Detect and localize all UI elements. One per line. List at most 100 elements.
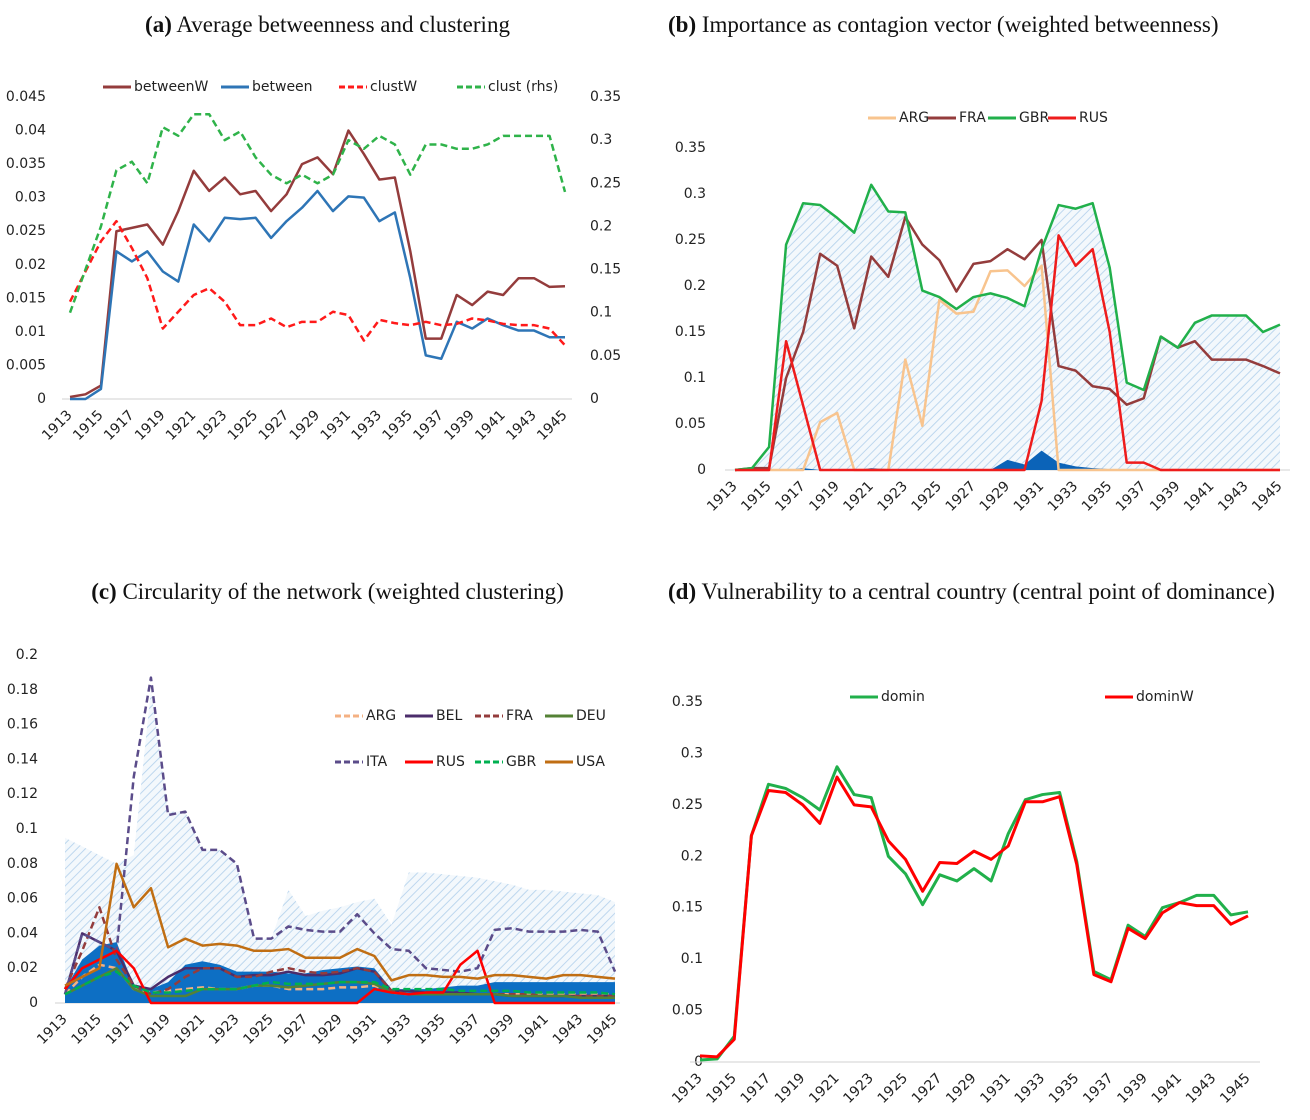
x-tick-label: 1933 xyxy=(349,407,386,444)
x-tick-label: 1945 xyxy=(534,407,571,444)
y-tick-label: 0.2 xyxy=(16,647,38,663)
y-tick-label: 0 xyxy=(697,462,706,478)
panel-label: (d) xyxy=(668,579,697,604)
y-tick-label: 0.12 xyxy=(7,786,38,802)
series-line xyxy=(735,234,1280,472)
x-tick-label: 1935 xyxy=(412,1011,449,1048)
x-tick-label: 1925 xyxy=(240,1011,277,1048)
y2-tick-label: 0.15 xyxy=(590,262,621,278)
y-tick-label: 0.15 xyxy=(672,900,703,916)
y-tick-label: 0.06 xyxy=(7,891,38,907)
legend-label: clustW xyxy=(370,79,417,95)
y-tick-label: 0.2 xyxy=(684,278,706,294)
x-tick-label: 1931 xyxy=(344,1011,381,1048)
x-tick-label: 1943 xyxy=(550,1011,587,1048)
x-tick-label: 1939 xyxy=(441,407,478,444)
legend-label: DEU xyxy=(576,708,606,724)
series-line xyxy=(70,189,565,401)
x-tick-label: 1923 xyxy=(206,1011,243,1048)
y-tick-label: 0.015 xyxy=(6,290,46,306)
y2-tick-label: 0.2 xyxy=(590,218,612,234)
x-tick-label: 1925 xyxy=(225,407,262,444)
legend-label: GBR xyxy=(506,754,536,770)
y-tick-label: 0.25 xyxy=(675,232,706,248)
legend-label: USA xyxy=(576,754,605,770)
y-tick-label: 0.1 xyxy=(681,951,703,967)
y2-tick-label: 0.3 xyxy=(590,132,612,148)
x-tick-label: 1935 xyxy=(379,407,416,444)
x-tick-label: 1939 xyxy=(1114,1070,1151,1107)
x-tick-label: 1923 xyxy=(874,478,911,515)
x-tick-label: 1917 xyxy=(101,407,138,444)
y-tick-label: 0.16 xyxy=(7,717,38,733)
area xyxy=(735,184,1280,471)
x-tick-label: 1939 xyxy=(481,1011,518,1048)
title-text: Vulnerability to a central country (cent… xyxy=(701,579,1275,604)
x-tick-label: 1939 xyxy=(1147,478,1184,515)
y-tick-label: 0.15 xyxy=(675,324,706,340)
x-tick-label: 1929 xyxy=(943,1070,980,1107)
legend-label: ARG xyxy=(366,708,396,724)
x-tick-label: 1943 xyxy=(503,407,540,444)
x-tick-label: 1931 xyxy=(318,407,355,444)
x-tick-label: 1935 xyxy=(1046,1070,1083,1107)
title-text: Average betweenness and clustering xyxy=(176,12,510,37)
x-tick-label: 1929 xyxy=(287,407,324,444)
y2-tick-label: 0 xyxy=(590,391,599,407)
y-tick-label: 0 xyxy=(37,391,46,407)
panel-label: (b) xyxy=(668,12,697,37)
y-tick-label: 0.35 xyxy=(675,140,706,156)
area xyxy=(65,689,615,1003)
x-tick-label: 1929 xyxy=(309,1011,346,1048)
y-tick-label: 0.04 xyxy=(7,925,38,941)
legend-label: ARG xyxy=(899,110,929,126)
y-tick-label: 0.03 xyxy=(15,190,46,206)
legend-label: dominW xyxy=(1136,689,1194,705)
x-tick-label: 1943 xyxy=(1215,478,1252,515)
series-line xyxy=(64,949,615,1005)
legend-label: BEL xyxy=(436,708,462,724)
x-tick-label: 1915 xyxy=(69,1011,106,1048)
series-line xyxy=(64,970,616,996)
y-tick-label: 0.2 xyxy=(681,848,703,864)
x-tick-label: 1913 xyxy=(39,407,76,444)
x-tick-label: 1941 xyxy=(1181,478,1218,515)
y2-tick-label: 0.1 xyxy=(590,305,612,321)
y2-tick-label: 0.05 xyxy=(590,348,621,364)
x-tick-label: 1915 xyxy=(70,407,107,444)
legend-label: domin xyxy=(881,689,925,705)
y-tick-label: 0.14 xyxy=(7,751,38,767)
legend-label: RUS xyxy=(436,754,465,770)
legend-label: betweenW xyxy=(134,79,209,95)
x-tick-label: 1917 xyxy=(738,1070,775,1107)
series-line xyxy=(699,765,1249,1062)
series-line xyxy=(68,219,566,347)
x-tick-label: 1923 xyxy=(194,407,231,444)
series-line xyxy=(734,183,1281,472)
legend-label: between xyxy=(252,79,313,95)
legend-label: clust (rhs) xyxy=(488,79,558,95)
x-tick-label: 1921 xyxy=(163,407,200,444)
series-line xyxy=(68,113,567,314)
x-tick-label: 1937 xyxy=(447,1011,484,1048)
x-tick-label: 1937 xyxy=(410,407,447,444)
x-tick-label: 1931 xyxy=(977,1070,1014,1107)
chart-title: (d) Vulnerability to a central country (… xyxy=(668,575,1304,608)
y-tick-label: 0.3 xyxy=(681,745,703,761)
y-tick-label: 0.02 xyxy=(7,960,38,976)
x-tick-label: 1919 xyxy=(772,1070,809,1107)
series-line xyxy=(63,676,617,995)
x-tick-label: 1941 xyxy=(515,1011,552,1048)
y-tick-label: 0.045 xyxy=(6,89,46,105)
x-tick-label: 1937 xyxy=(1080,1070,1117,1107)
series-line xyxy=(69,129,566,399)
y-tick-label: 0.035 xyxy=(6,156,46,172)
x-tick-label: 1915 xyxy=(738,478,775,515)
x-tick-label: 1927 xyxy=(275,1011,312,1048)
series-line xyxy=(64,862,616,987)
series-line xyxy=(734,215,1281,472)
panel-label: (a) xyxy=(145,12,172,37)
chart-title: (b) Importance as contagion vector (weig… xyxy=(668,8,1304,41)
legend-label: RUS xyxy=(1079,110,1108,126)
